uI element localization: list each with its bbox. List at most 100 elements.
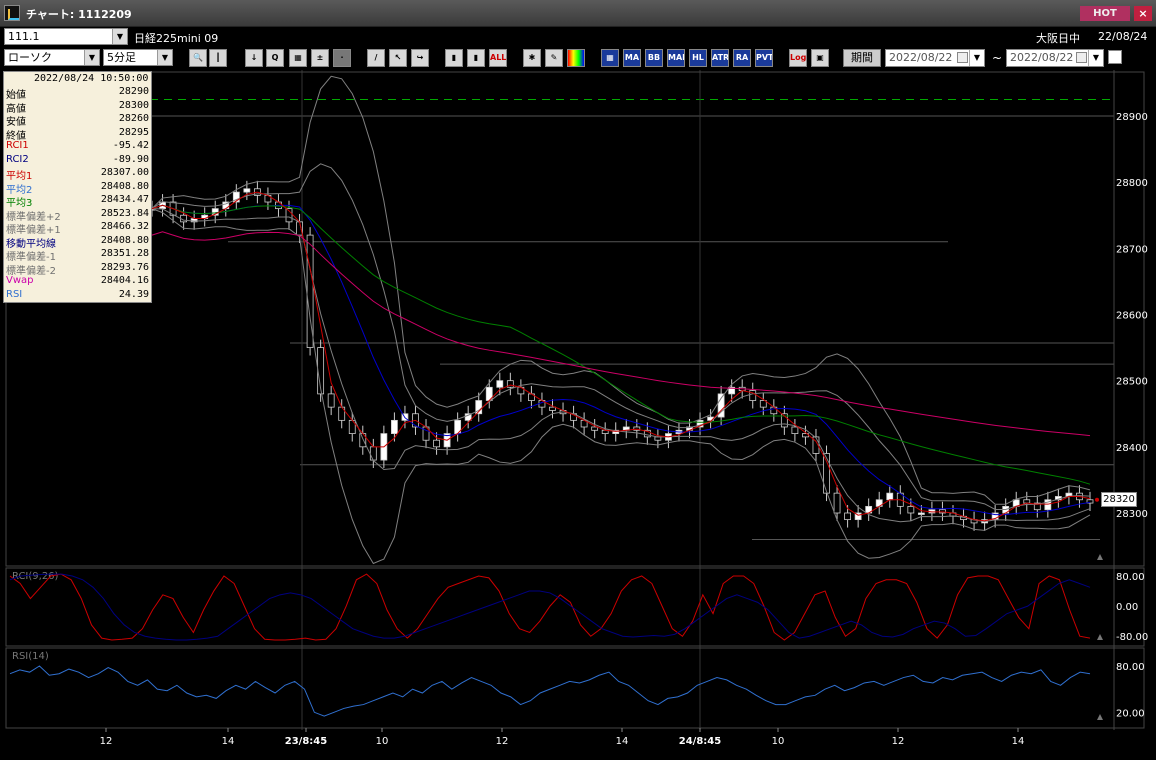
info-row: 移動平均線 28408.80 bbox=[6, 235, 151, 250]
info-key: RCI1 bbox=[6, 140, 29, 151]
range-checkbox[interactable] bbox=[1108, 50, 1122, 64]
window-title: チャート: 1112209 bbox=[26, 8, 132, 21]
candle-body bbox=[475, 400, 483, 415]
info-key: 安値 bbox=[6, 117, 26, 128]
x-tick-label: 12 bbox=[100, 736, 113, 747]
info-row: 平均2 28408.80 bbox=[6, 180, 151, 196]
candle-body bbox=[232, 191, 240, 203]
cursor-icon[interactable]: ↖ bbox=[389, 49, 407, 67]
chevron-down-icon[interactable]: ▼ bbox=[112, 29, 127, 44]
x-tick-label: 12 bbox=[496, 736, 509, 747]
info-row: 標準偏差-1 28351.28 bbox=[6, 248, 151, 263]
candle-body bbox=[717, 393, 725, 418]
price-tick-label: 28900 bbox=[1116, 112, 1148, 123]
interval-select[interactable]: 5分足 ▼ bbox=[103, 49, 173, 66]
down-icon[interactable]: ↓ bbox=[245, 49, 263, 67]
info-row: RCI1 -95.42 bbox=[6, 140, 151, 153]
candle-body bbox=[1033, 502, 1041, 511]
calendar-icon[interactable] bbox=[1076, 52, 1087, 63]
bb-button[interactable]: BB bbox=[645, 49, 663, 67]
info-key: 終値 bbox=[6, 130, 26, 142]
panel-border bbox=[5, 567, 1145, 647]
export-icon[interactable]: ▣ bbox=[811, 49, 829, 67]
candle-body bbox=[496, 380, 504, 388]
grid-icon[interactable]: ▦ bbox=[601, 49, 619, 67]
info-row: RCI2 -89.90 bbox=[6, 154, 151, 167]
chevron-down-icon[interactable]: ▼ bbox=[1088, 50, 1103, 66]
bollinger-band bbox=[151, 208, 1091, 523]
candle-a-icon[interactable]: ▮ bbox=[445, 49, 463, 67]
info-key: RCI2 bbox=[6, 153, 29, 165]
info-row: 標準偏差+1 28466.32 bbox=[6, 221, 151, 236]
rsi-panel-label: RSI(14) bbox=[12, 651, 49, 662]
pencil-icon[interactable]: ✎ bbox=[545, 49, 563, 67]
date-from-value: 2022/08/22 bbox=[889, 51, 953, 64]
candle-body bbox=[812, 436, 820, 454]
x-tick-label: 14 bbox=[1012, 736, 1025, 747]
zoom-icon[interactable]: 🔍 bbox=[189, 49, 207, 67]
hl-button[interactable]: HL bbox=[689, 49, 707, 67]
hot-button[interactable]: HOT bbox=[1080, 6, 1130, 21]
info-value: 28434.47 bbox=[100, 194, 149, 205]
candle-body bbox=[433, 439, 440, 448]
info-value: 28295 bbox=[118, 126, 149, 138]
candle-b-icon[interactable]: ▮ bbox=[467, 49, 485, 67]
info-key: 平均3 bbox=[6, 198, 33, 209]
table-icon[interactable]: ▦ bbox=[289, 49, 307, 67]
x-tick-label: 12 bbox=[892, 736, 905, 747]
candle-body bbox=[549, 406, 556, 411]
ma-button[interactable]: MA bbox=[623, 49, 641, 67]
code-select[interactable]: 111.1 ▼ bbox=[4, 28, 128, 45]
ra-button[interactable]: RA bbox=[733, 49, 751, 67]
toolbar: ローソク ▼ 5分足 ▼ 🔍 ┃ ↓ Q ▦ ± · / ↖ ↪ ▮ ▮ ALL… bbox=[0, 46, 1156, 70]
chevron-down-icon[interactable]: ▼ bbox=[157, 50, 172, 65]
candle-body bbox=[243, 188, 251, 193]
chevron-down-icon[interactable]: ▼ bbox=[969, 50, 984, 66]
info-row: Vwap 28404.16 bbox=[6, 275, 151, 288]
instrument-name: 日経225mini 09 bbox=[134, 32, 219, 45]
rci-tick-label: 80.00 bbox=[1116, 572, 1145, 583]
chart-type-select[interactable]: ローソク ▼ bbox=[4, 49, 100, 66]
bar-icon[interactable]: ┃ bbox=[209, 49, 227, 67]
candle-body bbox=[391, 419, 398, 435]
pvt-button[interactable]: PVT bbox=[755, 49, 773, 67]
chevron-down-icon[interactable]: ▼ bbox=[84, 50, 99, 65]
candle-body bbox=[854, 512, 862, 521]
info-key: 高値 bbox=[6, 103, 26, 115]
ma-short-line bbox=[151, 191, 1091, 522]
instrument-bar: 111.1 ▼ 日経225mini 09 大阪日中 22/08/24 bbox=[0, 27, 1156, 46]
mae-button[interactable]: MAE bbox=[667, 49, 685, 67]
plus-minus-icon[interactable]: ± bbox=[311, 49, 329, 67]
ma-long-line bbox=[151, 204, 1091, 485]
info-value: 28408.80 bbox=[100, 180, 149, 192]
all-button[interactable]: ALL bbox=[489, 49, 507, 67]
rci-tick-label: 0.00 bbox=[1116, 602, 1138, 613]
date-from-input[interactable]: 2022/08/22 ▼ bbox=[885, 49, 985, 67]
info-row: 平均3 28434.47 bbox=[6, 194, 151, 209]
info-row: 平均1 28307.00 bbox=[6, 167, 151, 182]
draw-icon[interactable]: / bbox=[367, 49, 385, 67]
quote-icon[interactable]: Q bbox=[266, 49, 284, 67]
candle-body bbox=[728, 386, 736, 395]
info-key: 移動平均線 bbox=[6, 238, 56, 250]
info-row: 安値 28260 bbox=[6, 113, 151, 128]
date-to-input[interactable]: 2022/08/22 ▼ bbox=[1006, 49, 1104, 67]
info-value: 28351.28 bbox=[100, 248, 149, 259]
color-icon[interactable] bbox=[567, 49, 585, 67]
info-key: 標準偏差+1 bbox=[6, 225, 61, 236]
arrow-icon[interactable]: ↪ bbox=[411, 49, 429, 67]
calendar-icon[interactable] bbox=[957, 52, 968, 63]
candle-body bbox=[506, 380, 514, 388]
panel-border bbox=[5, 71, 1145, 567]
settings-icon[interactable]: ✱ bbox=[523, 49, 541, 67]
info-row: 終値 28295 bbox=[6, 126, 151, 142]
atr-button[interactable]: ATR bbox=[711, 49, 729, 67]
log-button[interactable]: Log bbox=[789, 49, 807, 67]
info-value: 28300 bbox=[118, 99, 149, 111]
period-button[interactable]: 期間 bbox=[843, 49, 881, 67]
rsi-series-line bbox=[9, 665, 1091, 717]
chart-canvas[interactable]: RCI(9,26) RSI(14) 2890028800287002860028… bbox=[0, 70, 1156, 760]
rci-tick-label: -80.00 bbox=[1116, 632, 1148, 643]
close-button[interactable]: × bbox=[1134, 6, 1152, 21]
vwap-line bbox=[151, 231, 1091, 437]
